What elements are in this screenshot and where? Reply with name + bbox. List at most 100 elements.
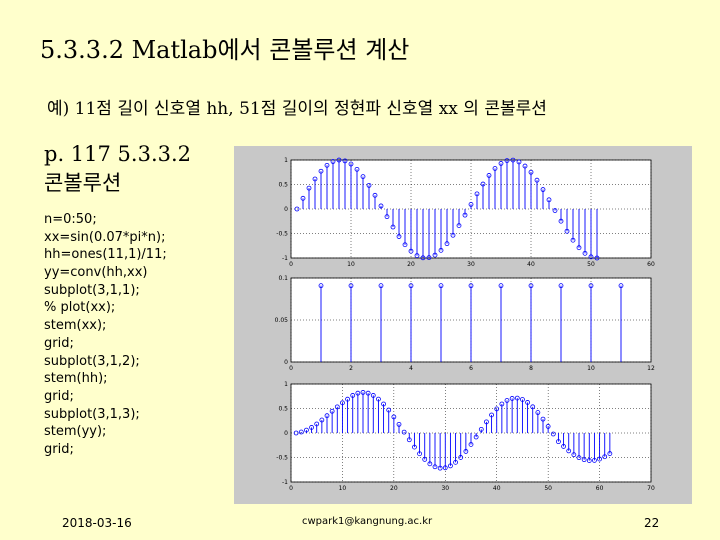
stem-marker — [473, 434, 479, 440]
stem-marker — [350, 393, 356, 398]
stem-marker — [406, 437, 412, 443]
stem-marker — [432, 252, 438, 258]
stem-marker — [458, 455, 464, 460]
y-tick-label: 0.5 — [278, 182, 288, 189]
stem-marker — [510, 157, 516, 163]
stem-marker — [552, 208, 558, 213]
stem-marker — [402, 242, 408, 248]
stem-marker — [438, 247, 444, 253]
stem-marker — [498, 161, 504, 166]
code-line: grid; — [44, 441, 74, 457]
x-tick-label: 2 — [349, 365, 353, 372]
stem-marker — [462, 212, 468, 218]
stem-marker — [422, 457, 428, 462]
stem-marker — [396, 421, 402, 427]
y-tick-label: -1 — [282, 479, 288, 486]
slide-subtitle: 예) 11점 길이 신호열 hh, 51점 길이의 정현파 신호열 xx 의 콘… — [47, 99, 547, 119]
stem-marker — [528, 169, 534, 175]
stem-marker — [581, 457, 587, 463]
stem-marker — [588, 254, 594, 260]
stem-marker — [417, 451, 422, 457]
stem-marker — [498, 283, 504, 289]
stem-marker — [381, 401, 386, 407]
stem-marker — [324, 413, 330, 419]
stem-marker — [372, 192, 378, 198]
stem-marker — [453, 459, 458, 465]
stem-marker — [484, 419, 489, 425]
stem-marker — [442, 465, 448, 471]
stem-marker — [516, 159, 522, 165]
stem-marker — [412, 444, 417, 450]
subplot-3: 0 10 20 30 40 50 60 70 -1 -0.5 0 0.5 1 — [276, 381, 655, 492]
x-tick-label: 20 — [407, 261, 415, 268]
stem-marker — [444, 241, 450, 247]
y-tick-label: 0.5 — [278, 406, 288, 413]
code-line: hh=ones(11,1)/11; — [44, 247, 167, 263]
stem-marker — [525, 400, 530, 405]
stem-marker — [330, 159, 336, 164]
stem-marker — [528, 283, 534, 289]
footer-date: 2018-03-16 — [62, 516, 132, 530]
stem-marker — [478, 426, 484, 432]
x-tick-label: 0 — [289, 365, 293, 372]
stem-marker — [329, 408, 335, 414]
y-tick-label: -1 — [282, 255, 288, 262]
y-tick-label: 1 — [284, 157, 288, 164]
stem-marker — [437, 465, 443, 471]
x-tick-label: 50 — [587, 261, 595, 268]
stem-marker — [535, 410, 541, 415]
stem-marker — [360, 390, 366, 395]
x-tick-label: 40 — [527, 261, 535, 268]
x-tick-label: 0 — [289, 485, 293, 492]
stem-marker — [319, 417, 325, 423]
subplot-1: 0 10 20 30 40 50 60 -1 -0.5 0 0.5 1 — [276, 157, 655, 268]
stem-marker — [355, 390, 361, 396]
stem-marker — [340, 400, 345, 406]
stem-marker — [586, 458, 592, 463]
stem-marker — [390, 224, 396, 230]
stem-marker — [520, 397, 525, 402]
stem-marker — [293, 430, 299, 436]
code-line: stem(yy); — [44, 424, 107, 440]
y-tick-label: 0 — [284, 359, 288, 366]
stem-marker — [408, 248, 414, 254]
stem-marker — [504, 158, 510, 163]
stem-marker — [499, 401, 505, 407]
stem-marker — [576, 245, 582, 251]
stem-marker — [494, 406, 500, 412]
stem-marker — [618, 283, 624, 289]
stem-marker — [360, 174, 366, 180]
stem-marker — [456, 223, 462, 229]
y-tick-label: 0.05 — [275, 317, 289, 324]
x-tick-label: 30 — [441, 485, 449, 492]
stem-marker — [324, 162, 330, 168]
stem-plots: 0 10 20 30 40 50 60-1-0.500.510 2 4 6 8 10 1200.050.… — [275, 157, 655, 492]
matlab-code: n=0:50; xx=sin(0.07*pi*n); hh=ones(11,1)… — [44, 211, 167, 459]
stem-marker — [384, 214, 390, 220]
stem-marker — [564, 228, 570, 234]
subplot-2: 0 2 4 6 8 10 12 0 0.05 0.1 — [275, 275, 655, 372]
x-tick-label: 4 — [409, 365, 413, 372]
x-tick-label: 40 — [493, 485, 501, 492]
code-line: n=0:50; — [44, 212, 97, 227]
matlab-figure: 0 10 20 30 40 50 60 -1 -0.5 0 0.5 1 0 2 4 6 8 10 12 0 0.05 0.… — [234, 146, 692, 504]
code-line: subplot(3,1,3); — [44, 406, 140, 422]
stem-marker — [592, 457, 597, 463]
stem-marker — [540, 416, 546, 422]
stem-marker — [546, 197, 552, 203]
y-tick-label: -0.5 — [276, 455, 288, 462]
stem-marker — [514, 395, 520, 401]
stem-marker — [432, 464, 438, 470]
stem-marker — [530, 404, 536, 410]
stem-marker — [582, 250, 588, 256]
stem-marker — [318, 283, 324, 289]
stem-marker — [365, 390, 371, 396]
stem-marker — [570, 237, 576, 243]
x-tick-label: 10 — [587, 365, 595, 372]
stem-marker — [558, 283, 564, 289]
stem-marker — [576, 455, 582, 461]
x-tick-label: 6 — [469, 365, 473, 372]
x-tick-label: 12 — [647, 365, 655, 372]
stem-marker — [588, 283, 594, 289]
stem-marker — [607, 451, 613, 456]
